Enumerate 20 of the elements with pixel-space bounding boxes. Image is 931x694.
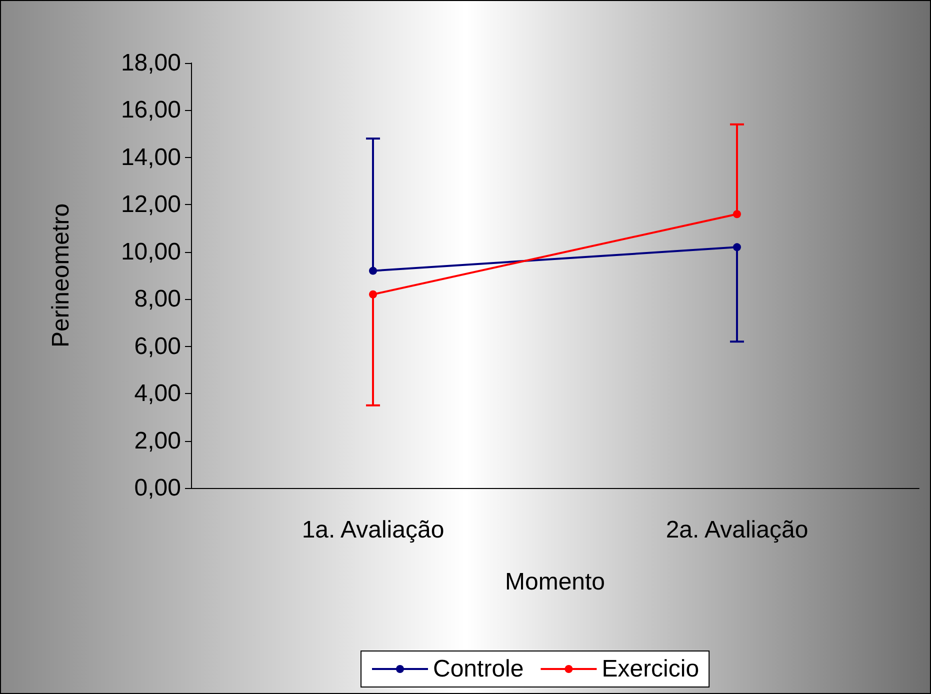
y-tick-label: 14,00: [120, 144, 181, 171]
y-tick-label: 18,00: [120, 50, 181, 76]
y-tick-label: 10,00: [120, 238, 181, 266]
legend-label: Controle: [433, 656, 524, 682]
x-axis-title: Momento: [504, 568, 606, 596]
y-tick-label: 8,00: [134, 286, 181, 313]
x-tick-label: 1a. Avaliação: [302, 516, 444, 544]
point: [733, 210, 741, 218]
point: [733, 243, 741, 252]
y-tick-label: 0,00: [134, 474, 181, 502]
legend-label: Exercicio: [602, 656, 700, 682]
y-axis-title: Perineometro: [48, 203, 74, 348]
x-tick-label: 2a. Avaliação: [666, 516, 808, 544]
point: [369, 266, 377, 275]
y-tick-label: 12,00: [120, 191, 181, 218]
y-tick-label: 4,00: [134, 380, 181, 408]
y-tick-label: 2,00: [134, 427, 181, 454]
y-tick-label: 6,00: [134, 332, 181, 360]
point: [369, 290, 377, 298]
y-tick-label: 16,00: [120, 96, 181, 124]
